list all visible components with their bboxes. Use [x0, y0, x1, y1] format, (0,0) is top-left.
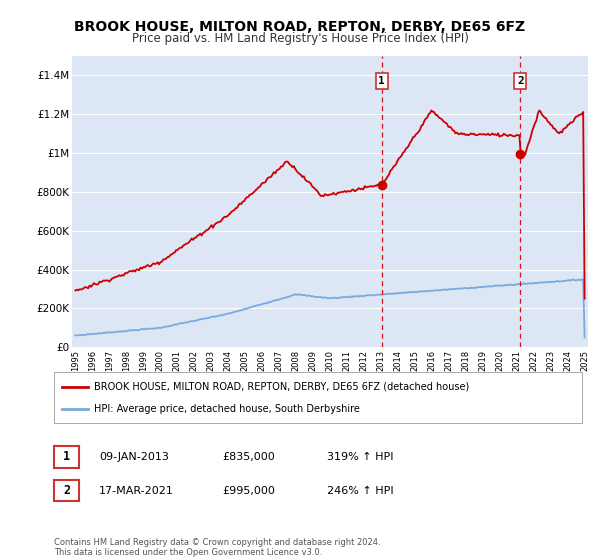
- Text: 1: 1: [63, 450, 70, 464]
- Text: Contains HM Land Registry data © Crown copyright and database right 2024.
This d: Contains HM Land Registry data © Crown c…: [54, 538, 380, 557]
- Text: £835,000: £835,000: [222, 452, 275, 462]
- Text: 09-JAN-2013: 09-JAN-2013: [99, 452, 169, 462]
- Text: 1: 1: [379, 76, 385, 86]
- Text: 319% ↑ HPI: 319% ↑ HPI: [327, 452, 394, 462]
- Text: 2: 2: [63, 484, 70, 497]
- Text: 246% ↑ HPI: 246% ↑ HPI: [327, 486, 394, 496]
- Text: £995,000: £995,000: [222, 486, 275, 496]
- Text: BROOK HOUSE, MILTON ROAD, REPTON, DERBY, DE65 6FZ: BROOK HOUSE, MILTON ROAD, REPTON, DERBY,…: [74, 20, 526, 34]
- Text: BROOK HOUSE, MILTON ROAD, REPTON, DERBY, DE65 6FZ (detached house): BROOK HOUSE, MILTON ROAD, REPTON, DERBY,…: [94, 381, 469, 391]
- Text: HPI: Average price, detached house, South Derbyshire: HPI: Average price, detached house, Sout…: [94, 404, 359, 414]
- Text: 17-MAR-2021: 17-MAR-2021: [99, 486, 174, 496]
- Text: 2: 2: [517, 76, 524, 86]
- Text: Price paid vs. HM Land Registry's House Price Index (HPI): Price paid vs. HM Land Registry's House …: [131, 32, 469, 45]
